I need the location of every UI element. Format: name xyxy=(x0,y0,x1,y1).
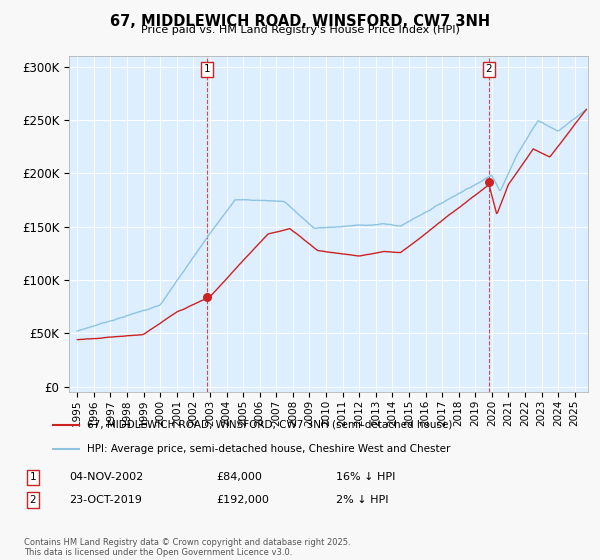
Text: £192,000: £192,000 xyxy=(216,495,269,505)
Point xyxy=(202,292,212,301)
Text: 67, MIDDLEWICH ROAD, WINSFORD, CW7 3NH: 67, MIDDLEWICH ROAD, WINSFORD, CW7 3NH xyxy=(110,14,490,29)
Text: Price paid vs. HM Land Registry's House Price Index (HPI): Price paid vs. HM Land Registry's House … xyxy=(140,25,460,35)
Text: 23-OCT-2019: 23-OCT-2019 xyxy=(69,495,142,505)
Text: 67, MIDDLEWICH ROAD, WINSFORD, CW7 3NH (semi-detached house): 67, MIDDLEWICH ROAD, WINSFORD, CW7 3NH (… xyxy=(87,420,452,430)
Text: 16% ↓ HPI: 16% ↓ HPI xyxy=(336,472,395,482)
Text: 1: 1 xyxy=(29,472,37,482)
Text: HPI: Average price, semi-detached house, Cheshire West and Chester: HPI: Average price, semi-detached house,… xyxy=(87,444,450,454)
Text: 04-NOV-2002: 04-NOV-2002 xyxy=(69,472,143,482)
Point xyxy=(484,178,493,186)
Text: 2% ↓ HPI: 2% ↓ HPI xyxy=(336,495,389,505)
Text: Contains HM Land Registry data © Crown copyright and database right 2025.
This d: Contains HM Land Registry data © Crown c… xyxy=(24,538,350,557)
Text: 2: 2 xyxy=(29,495,37,505)
Text: 2: 2 xyxy=(485,64,492,74)
Text: 1: 1 xyxy=(204,64,211,74)
Text: £84,000: £84,000 xyxy=(216,472,262,482)
